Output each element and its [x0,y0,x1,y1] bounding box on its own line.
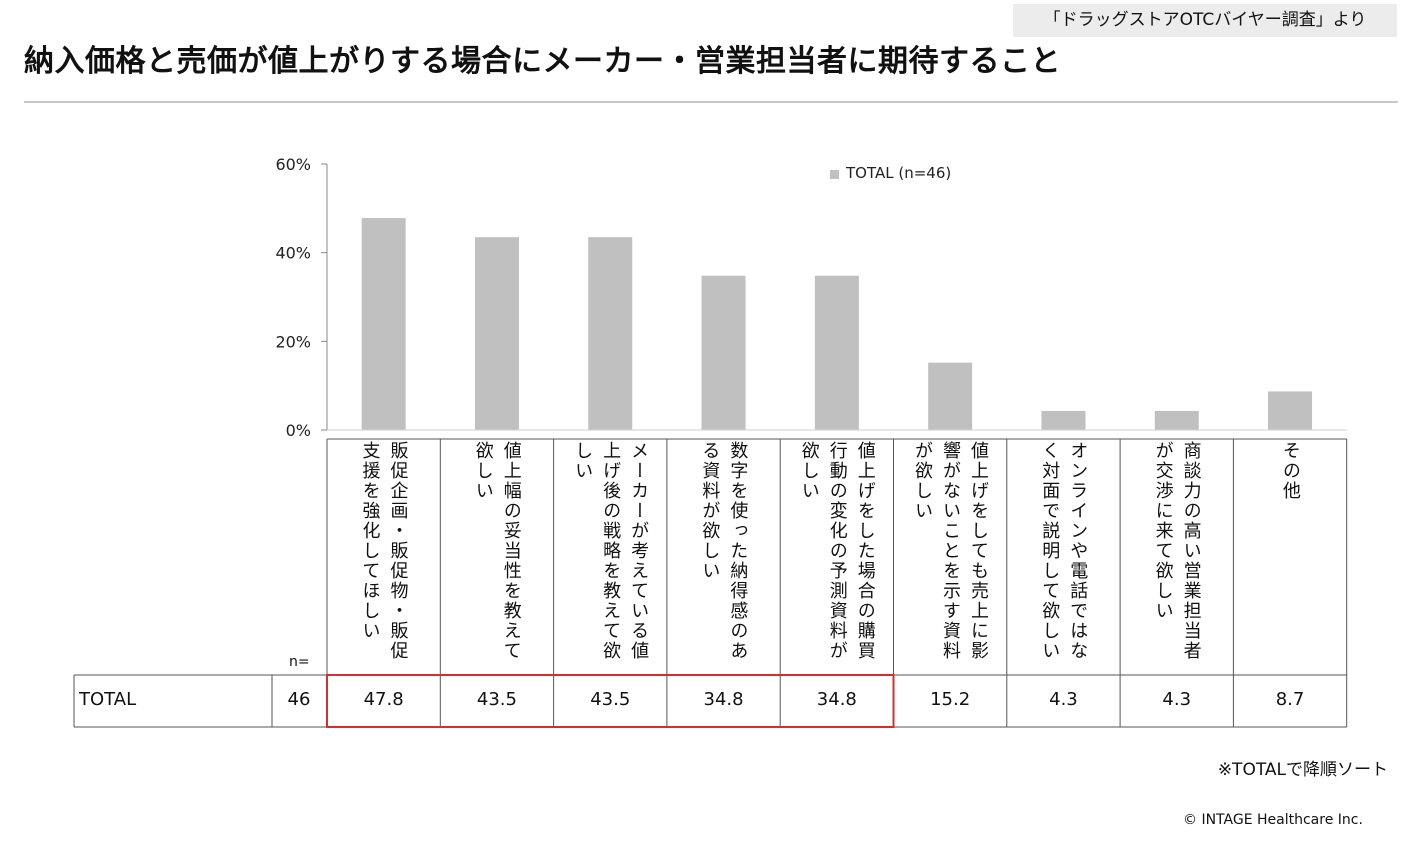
title-divider [24,101,1398,103]
category-label: メーカーが考えている値上げ後の戦略を教えて欲しい [572,441,650,661]
bar [1268,391,1313,430]
y-tick-label: 40% [275,244,311,263]
category-label: 値上幅の妥当性を教えて欲しい [472,441,522,661]
table-cell-value: 34.8 [703,689,744,710]
category-label-cell: オンラインや電話ではなく対面で説明して欲しい [1007,441,1119,663]
category-label-cell: 値上げをしても売上に影響がないことを示す資料が欲しい [894,441,1006,663]
bar [1154,410,1199,430]
category-label: 商談力の高い営業担当者が交渉に来て欲しい [1152,441,1202,661]
y-tick-label: 60% [275,155,311,174]
y-tick-label: 20% [275,332,311,351]
table-cell-value: 34.8 [816,689,857,710]
category-label: 販促企画・販促物・販促支援を強化してほしい [359,441,409,661]
category-label-cell: 商談力の高い営業担当者が交渉に来て欲しい [1121,441,1233,663]
n-label: n= [289,654,310,670]
category-label: 数字を使った納得感のある資料が欲しい [699,441,749,661]
legend-label: TOTAL (n=46) [845,164,951,182]
bar [1041,410,1086,430]
category-label: その他 [1279,441,1301,501]
category-label: オンラインや電話ではなく対面で説明して欲しい [1039,441,1089,661]
bar [928,362,973,430]
table-row-n: 46 [287,689,311,710]
bar [588,237,633,430]
bar [361,218,406,430]
source-note: 「ドラッグストアOTCバイヤー調査」より [1013,4,1397,37]
legend-swatch [830,170,839,179]
category-label-cell: 数字を使った納得感のある資料が欲しい [667,441,779,663]
bar [701,275,746,430]
table-cell-value: 4.3 [1162,689,1192,710]
y-tick-label: 0% [286,421,311,440]
sort-note: ※TOTALで降順ソート [1217,760,1388,780]
page-title: 納入価格と売価が値上がりする場合にメーカー・営業担当者に期待すること [24,44,1061,79]
category-label-cell: 販促企画・販促物・販促支援を強化してほしい [328,441,440,663]
category-label-cell: その他 [1234,441,1346,663]
table-cell-value: 43.5 [476,689,517,710]
table-cell-value: 15.2 [930,689,971,710]
copyright: © INTAGE Healthcare Inc. [1183,812,1363,828]
highlight-box [326,674,895,728]
category-label: 値上げをした場合の購買行動の変化の予測資料が欲しい [798,441,876,661]
table-row-label: TOTAL [79,689,137,710]
bar [814,275,859,430]
table-cell-value: 43.5 [590,689,631,710]
table-cell-value: 8.7 [1275,689,1305,710]
category-label-cell: 値上げをした場合の購買行動の変化の予測資料が欲しい [781,441,893,663]
table-cell-value: 4.3 [1049,689,1078,710]
category-label-cell: 値上幅の妥当性を教えて欲しい [441,441,553,663]
category-label-cell: メーカーが考えている値上げ後の戦略を教えて欲しい [554,441,666,663]
table-cell-value: 47.8 [363,689,404,710]
bar [474,237,519,430]
category-label: 値上げをしても売上に影響がないことを示す資料が欲しい [912,441,989,661]
